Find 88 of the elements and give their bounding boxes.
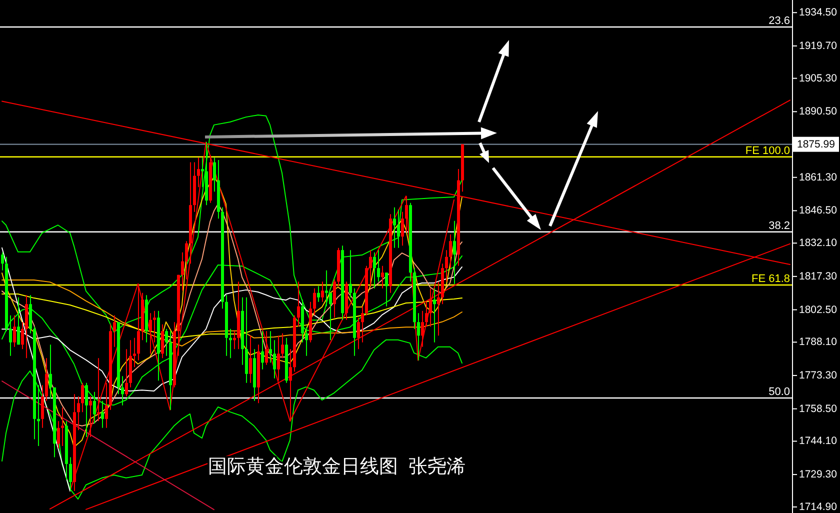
candlestick (289, 348, 292, 422)
candlestick (17, 296, 20, 346)
y-tick-label: 1758.50 (799, 402, 838, 415)
y-tick-label: 1934.50 (799, 6, 838, 19)
candlestick (197, 157, 200, 188)
candlestick (373, 252, 376, 289)
candlestick (261, 330, 264, 370)
y-tick-label: 1788.10 (799, 336, 838, 348)
candlestick (421, 310, 424, 348)
candlestick (113, 314, 116, 348)
candlestick (369, 250, 372, 287)
candlestick (97, 358, 100, 422)
annotation: 23.6 (768, 15, 790, 28)
y-tick-label: 1802.50 (799, 304, 838, 316)
candlestick (133, 337, 136, 368)
candlestick (321, 281, 324, 302)
candlestick (57, 420, 60, 449)
candlestick (137, 283, 140, 361)
y-tick-label: 1832.10 (799, 237, 838, 250)
candlestick (433, 288, 436, 343)
candlestick (185, 240, 188, 280)
y-tick-label: 1773.30 (799, 369, 838, 382)
line-series (2, 280, 462, 346)
candlestick (149, 312, 152, 354)
candlestick (9, 314, 12, 356)
line-series (2, 203, 462, 426)
candlestick (425, 301, 428, 328)
annotation: 38.2 (768, 220, 790, 232)
y-tick-label: 1890.50 (799, 106, 838, 118)
candlestick (333, 278, 336, 318)
y-tick-label: 1861.30 (799, 171, 838, 184)
candlestick (105, 382, 108, 428)
candlestick (429, 288, 432, 328)
y-tick-label: 1729.30 (799, 468, 838, 481)
candlestick (77, 396, 80, 431)
candlestick (165, 328, 168, 356)
y-tick-label: 1846.50 (799, 204, 838, 217)
candlestick (445, 250, 448, 282)
candlestick (265, 330, 268, 366)
y-tick-label: 1714.90 (799, 500, 838, 513)
candlestick (393, 206, 396, 248)
candlestick (69, 456, 72, 492)
candlestick (21, 322, 24, 350)
annotation: FE 100.0 (745, 144, 790, 157)
annotation: 50.0 (768, 386, 790, 398)
candlestick (61, 407, 64, 446)
candlestick (357, 317, 360, 350)
y-tick-label: 1919.70 (799, 40, 838, 52)
candlestick (313, 288, 316, 316)
candlestick (449, 234, 452, 269)
candlestick (377, 250, 380, 282)
candlestick (381, 265, 384, 289)
candlestick (317, 286, 320, 302)
candlestick (1, 252, 4, 271)
candlestick (281, 332, 284, 359)
y-tick-label: 1817.30 (799, 270, 838, 282)
candlestick (273, 340, 276, 379)
candlestick (405, 196, 408, 233)
text: 国际黄金伦敦金日线图 张尧浠 (208, 456, 466, 478)
candlestick (437, 281, 440, 336)
candlestick (397, 209, 400, 248)
candlestick (277, 335, 280, 382)
candlestick (297, 281, 300, 328)
candlestick (385, 272, 388, 307)
candlestick (361, 306, 364, 343)
candlestick (153, 310, 156, 343)
candlestick (305, 326, 308, 356)
candlestick (201, 157, 204, 188)
y-tick-label: 1905.30 (799, 72, 838, 84)
candlestick (325, 270, 328, 307)
y-tick-label: 1744.10 (799, 435, 838, 448)
annotation: FE 61.8 (751, 272, 790, 285)
candlestick (89, 396, 92, 438)
candlestick (249, 335, 252, 384)
candlestick (81, 382, 84, 413)
candlestick (161, 324, 164, 359)
candlestick (269, 330, 272, 364)
candlestick (13, 314, 16, 348)
ref-line-label: 1875.99 (797, 138, 836, 150)
candlestick (41, 384, 44, 428)
candlestick (349, 250, 352, 298)
candlestick (49, 344, 52, 400)
candlestick (181, 252, 184, 292)
candlestick (401, 211, 404, 246)
candlestick (45, 358, 48, 402)
candlestick (213, 157, 216, 192)
candlestick (125, 348, 128, 397)
line-series (2, 293, 462, 339)
